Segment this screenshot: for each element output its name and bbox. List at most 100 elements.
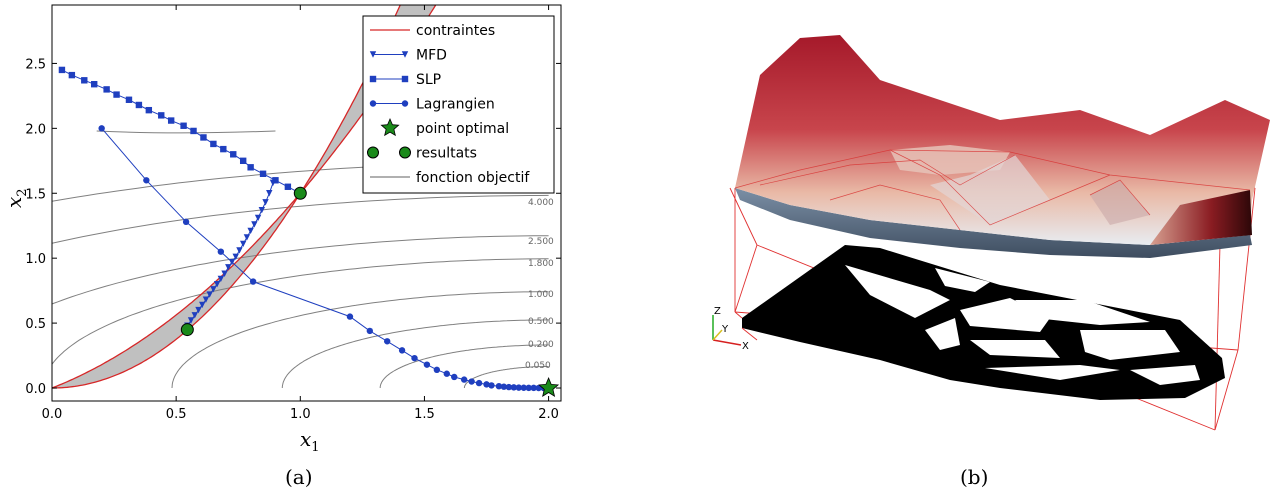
data-point bbox=[239, 157, 247, 165]
data-point bbox=[505, 383, 513, 391]
data-point bbox=[249, 278, 257, 285]
x-tick-label: 2.0 bbox=[538, 407, 559, 422]
data-point bbox=[259, 170, 267, 177]
legend-label: MFD bbox=[416, 48, 447, 64]
y-tick-label: 0.0 bbox=[25, 382, 46, 397]
data-point bbox=[423, 361, 431, 368]
data-point bbox=[221, 270, 228, 277]
axis-triad: Z Y X bbox=[712, 306, 749, 352]
data-point bbox=[468, 378, 475, 385]
caption-b: (b) bbox=[960, 465, 988, 489]
data-point bbox=[460, 376, 468, 383]
3d-render-panel-b: Z Y X bbox=[712, 35, 1270, 431]
contour-label: 0.500 bbox=[528, 317, 554, 327]
data-point bbox=[369, 100, 377, 107]
data-point bbox=[369, 75, 377, 83]
contour-label: 2.500 bbox=[528, 237, 554, 247]
data-point bbox=[383, 338, 391, 345]
y-tick-label: 0.5 bbox=[25, 317, 46, 332]
data-point bbox=[58, 66, 66, 74]
data-point bbox=[195, 306, 202, 314]
series-mfd bbox=[184, 179, 277, 329]
data-point bbox=[488, 382, 495, 389]
data-point bbox=[266, 190, 273, 197]
data-point bbox=[217, 275, 225, 283]
data-point bbox=[247, 227, 254, 235]
data-point bbox=[401, 75, 409, 83]
data-point bbox=[239, 240, 247, 248]
triad-x-label: X bbox=[742, 341, 749, 352]
data-point bbox=[125, 96, 133, 103]
data-point bbox=[401, 51, 409, 58]
data-point bbox=[167, 117, 175, 124]
data-point bbox=[210, 286, 217, 293]
density-surface bbox=[734, 35, 1270, 258]
contour-line bbox=[52, 258, 549, 366]
contour-line bbox=[52, 235, 549, 305]
data-point bbox=[199, 301, 206, 309]
contour-label: 1.000 bbox=[528, 290, 554, 300]
x-tick-label: 1.5 bbox=[414, 407, 435, 422]
data-point bbox=[243, 234, 251, 241]
data-point bbox=[369, 51, 377, 58]
legend-entry: MFD bbox=[369, 48, 447, 64]
data-point bbox=[366, 327, 374, 335]
data-point bbox=[158, 112, 165, 119]
data-point bbox=[411, 354, 418, 362]
data-point bbox=[433, 366, 441, 374]
contour-line bbox=[171, 291, 549, 389]
optimized-structure bbox=[742, 245, 1225, 400]
data-point bbox=[180, 323, 194, 337]
data-point bbox=[143, 177, 150, 184]
data-point bbox=[187, 317, 195, 324]
data-point bbox=[520, 384, 527, 391]
data-point bbox=[191, 312, 198, 319]
legend-entry: SLP bbox=[369, 72, 441, 88]
legend-label: SLP bbox=[416, 72, 441, 88]
data-point bbox=[254, 214, 262, 222]
data-point bbox=[346, 313, 354, 320]
y-axis-label: x2 bbox=[2, 188, 30, 208]
data-point bbox=[530, 384, 537, 392]
legend-box bbox=[362, 15, 555, 194]
y-tick-label: 1.5 bbox=[25, 187, 46, 202]
contour-label: 0.050 bbox=[525, 361, 551, 371]
series-point-optimal bbox=[538, 376, 560, 397]
data-point bbox=[500, 383, 508, 390]
data-point bbox=[451, 373, 458, 381]
data-point bbox=[247, 164, 254, 171]
y-tick-label: 2.5 bbox=[25, 57, 46, 72]
chart-panel-a: 0.0 0.5 1.0 1.5 2.00.00.51.01.52.02.5 0.0500… bbox=[2, 4, 562, 455]
legend-label: point optimal bbox=[416, 121, 509, 137]
triad-z-label: Z bbox=[714, 306, 721, 317]
data-point bbox=[367, 146, 379, 159]
data-point bbox=[401, 100, 409, 107]
data-point bbox=[236, 247, 243, 254]
data-point bbox=[180, 122, 187, 129]
data-point bbox=[182, 218, 190, 226]
data-point bbox=[225, 264, 232, 271]
legend-entry: resultats bbox=[367, 146, 477, 162]
data-point bbox=[98, 125, 105, 132]
legend-label: fonction objectif bbox=[416, 170, 530, 186]
data-point bbox=[113, 91, 120, 98]
data-point bbox=[380, 117, 400, 137]
data-point bbox=[68, 71, 76, 79]
data-point bbox=[399, 146, 411, 159]
contour-label: 0.200 bbox=[528, 340, 554, 350]
plot-frame bbox=[51, 4, 562, 402]
data-point bbox=[398, 347, 406, 354]
axis-ticks: 0.0 0.5 1.0 1.5 2.0 0.0 0.5 1.0 1.5 2.0 2.5 bbox=[25, 5, 561, 422]
contour-line bbox=[463, 366, 549, 388]
data-point bbox=[258, 206, 266, 214]
data-point bbox=[213, 280, 221, 288]
x-tick-label: 0.0 bbox=[42, 407, 63, 422]
data-point bbox=[230, 151, 237, 158]
data-point bbox=[284, 183, 292, 190]
contour-line bbox=[281, 319, 549, 388]
data-point bbox=[206, 291, 213, 298]
data-point bbox=[232, 253, 239, 261]
y-tick-label: 1.0 bbox=[25, 252, 46, 267]
triad-y-label: Y bbox=[721, 324, 729, 335]
